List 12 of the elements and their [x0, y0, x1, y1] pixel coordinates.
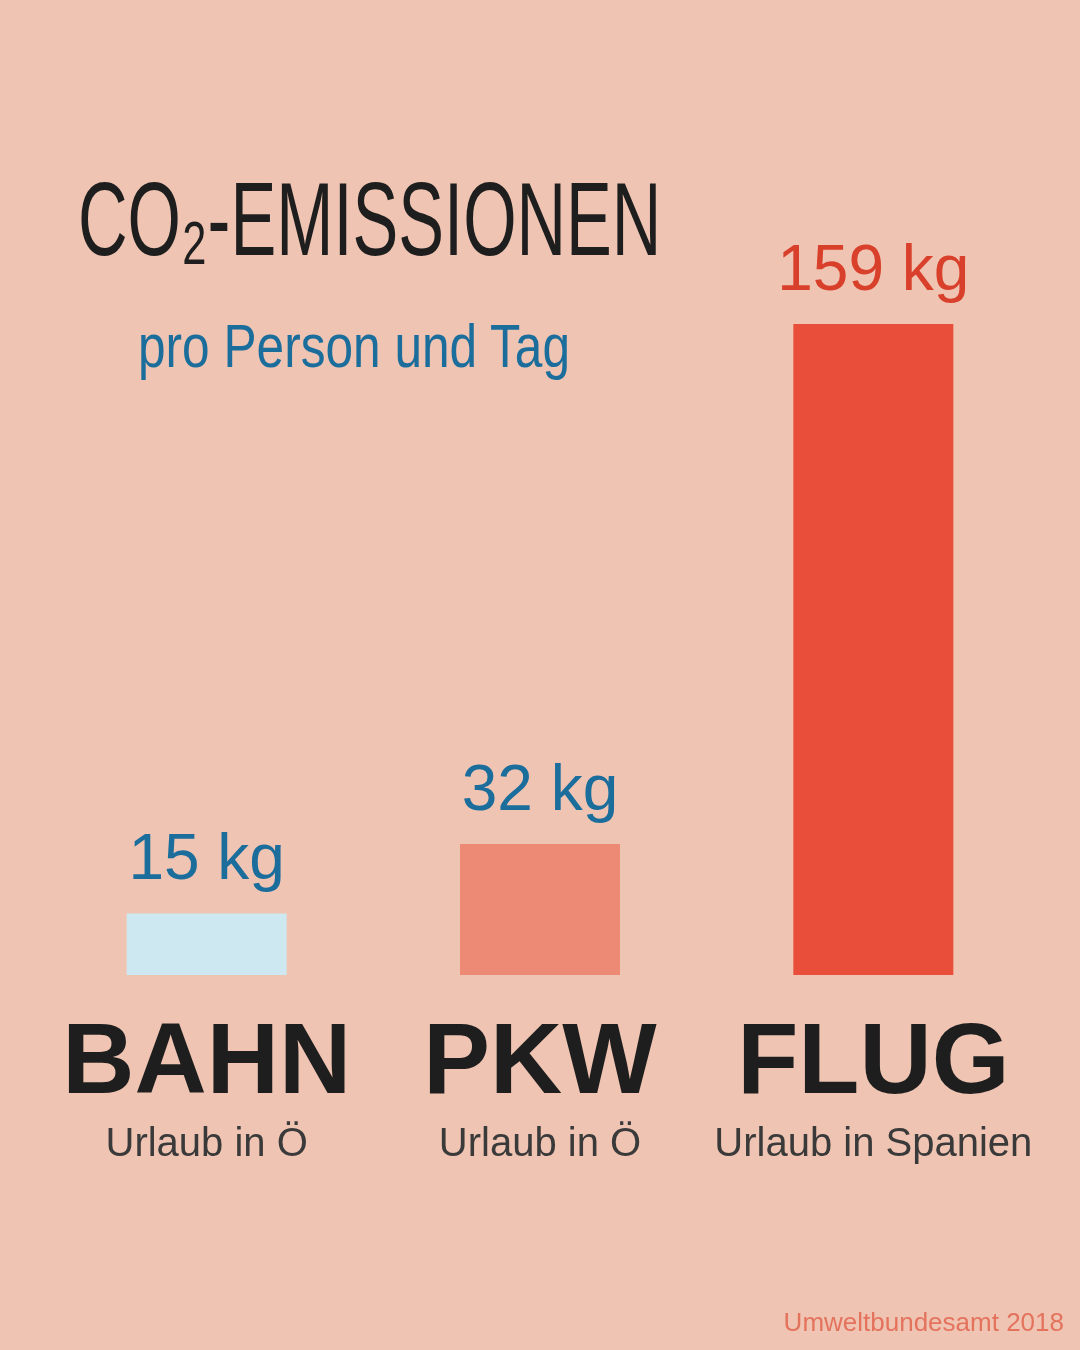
text: Urlaub in Ö	[105, 1120, 308, 1165]
x-tick-label: BAHN	[62, 1001, 352, 1114]
text: Umweltbundesamt 2018	[783, 1307, 1064, 1338]
chart-title: CO₂-EMISSIONEN	[78, 160, 662, 279]
data-label: 32 kg	[461, 751, 619, 824]
text: Urlaub in Spanien	[714, 1120, 1033, 1165]
x-tick-label: PKW	[423, 1001, 658, 1114]
x-tick-label: FLUG	[737, 1001, 1010, 1114]
data-label: 159 kg	[777, 231, 970, 304]
text: Urlaub in Ö	[438, 1120, 642, 1165]
chart-subtitle: pro Person und Tag	[138, 310, 571, 381]
data-label: 15 kg	[128, 821, 285, 894]
